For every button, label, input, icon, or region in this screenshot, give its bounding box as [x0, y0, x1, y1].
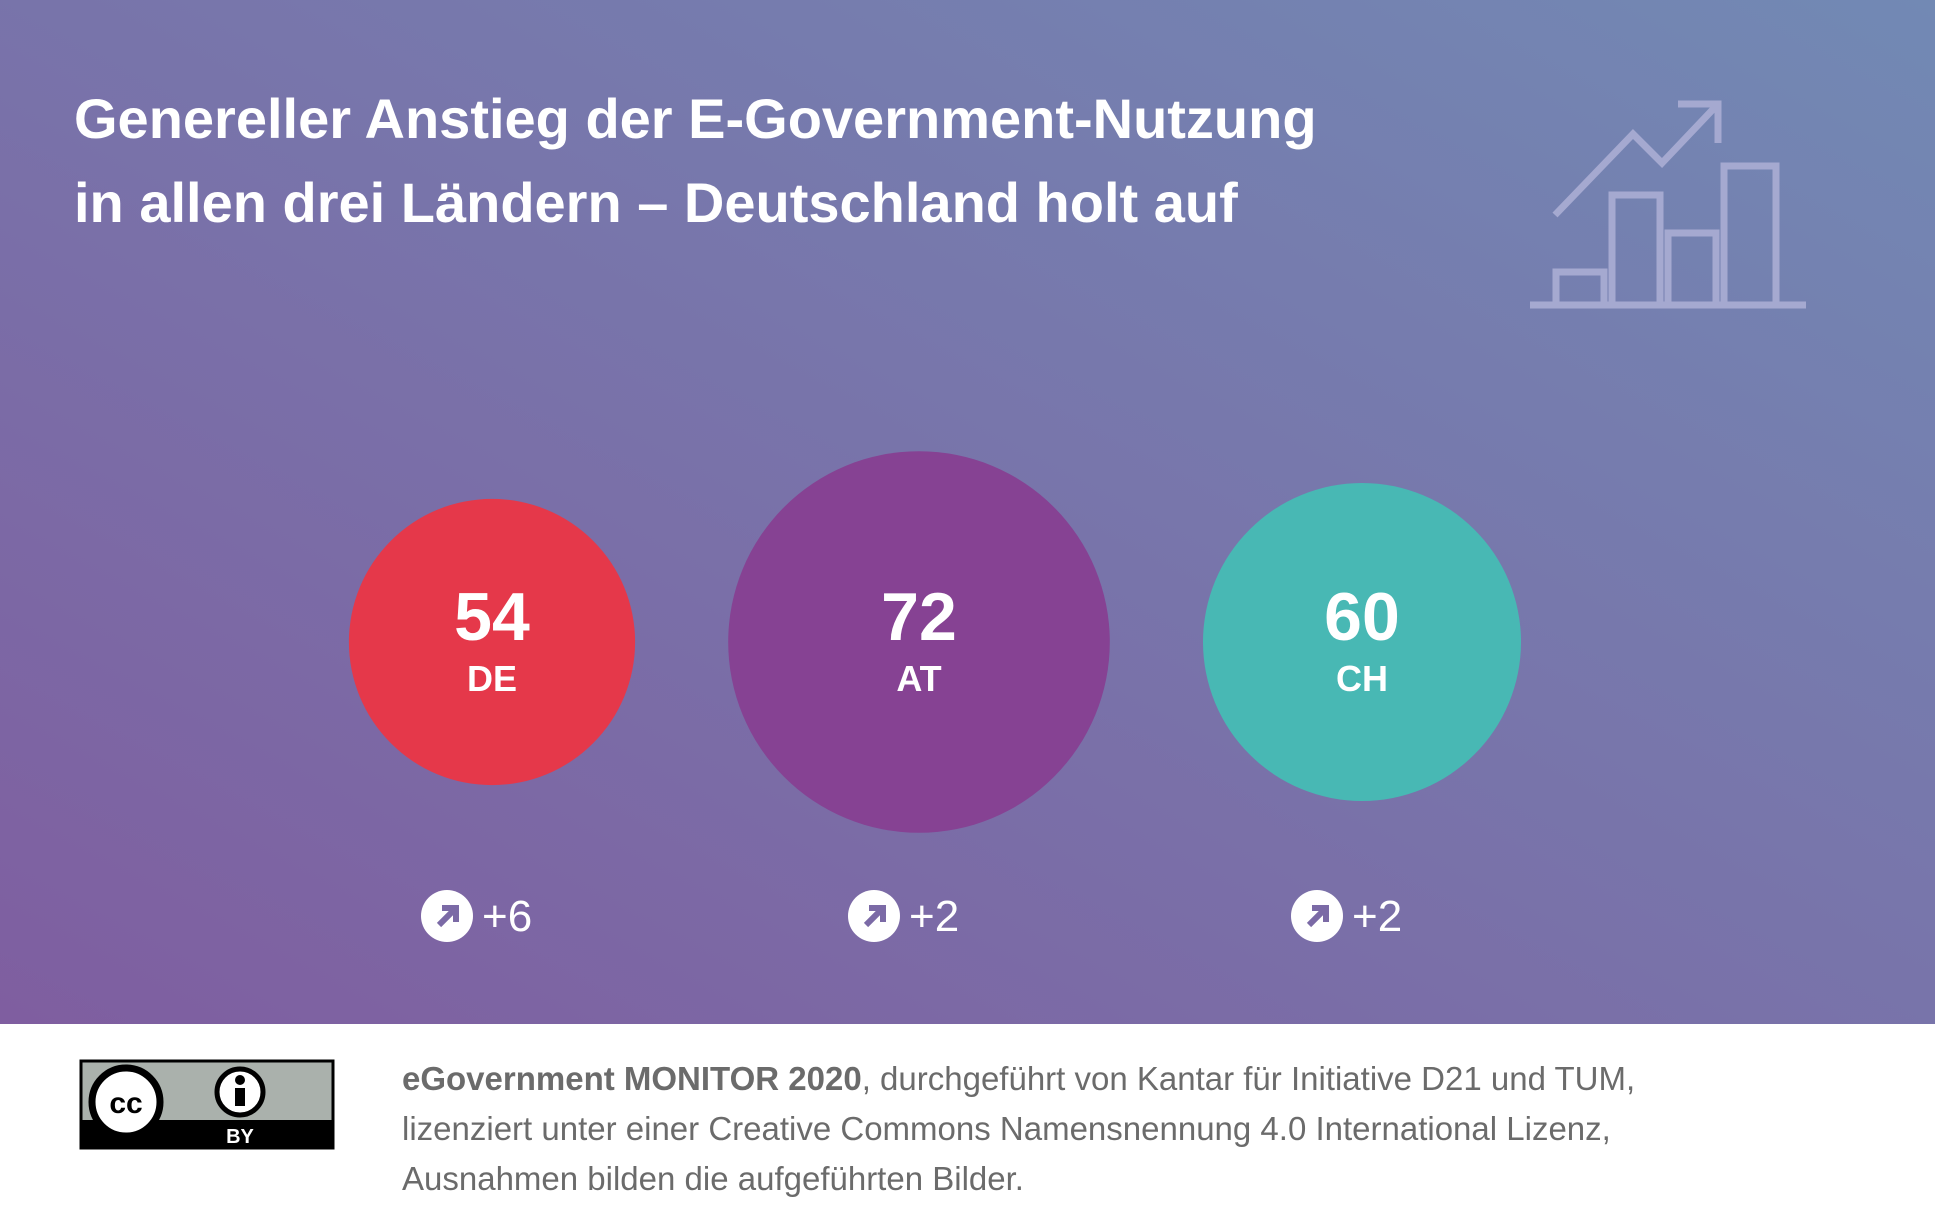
- source-line: Ausnahmen bilden die aufgeführten Bilder…: [402, 1160, 1024, 1197]
- title-line: Genereller Anstieg der E-Government-Nutz…: [74, 87, 1317, 150]
- badge-logo: cc: [109, 1087, 142, 1120]
- bubble: [348, 498, 636, 786]
- bubble: [728, 451, 1110, 833]
- title-line: in allen drei Ländern – Deutschland holt…: [74, 171, 1238, 234]
- bubble-label: CH: [1336, 658, 1388, 699]
- change-label: +2: [1352, 892, 1402, 941]
- chart-icon: [1530, 100, 1806, 309]
- change-label: +2: [909, 892, 959, 941]
- change-arrow: [436, 905, 459, 928]
- bubble: [1203, 483, 1521, 801]
- bubble-value: 54: [454, 579, 530, 655]
- source-line: eGovernment MONITOR 2020, durchgeführt v…: [402, 1060, 1635, 1097]
- bubble-value: 72: [881, 579, 957, 655]
- source-line: lizenziert unter einer Creative Commons …: [402, 1110, 1611, 1147]
- bubble-label: DE: [467, 658, 517, 699]
- bubble-value: 60: [1324, 579, 1400, 655]
- source-text: , durchgeführt von Kantar für Initiative…: [862, 1060, 1635, 1097]
- bubble-label: AT: [896, 658, 941, 699]
- change-label: +6: [482, 892, 532, 941]
- change-arrow: [1306, 905, 1329, 928]
- cc-badge: cc BY: [79, 1059, 335, 1150]
- badge-label: BY: [226, 1126, 254, 1148]
- change-arrow: [863, 905, 886, 928]
- source-bold: eGovernment MONITOR 2020: [402, 1060, 862, 1097]
